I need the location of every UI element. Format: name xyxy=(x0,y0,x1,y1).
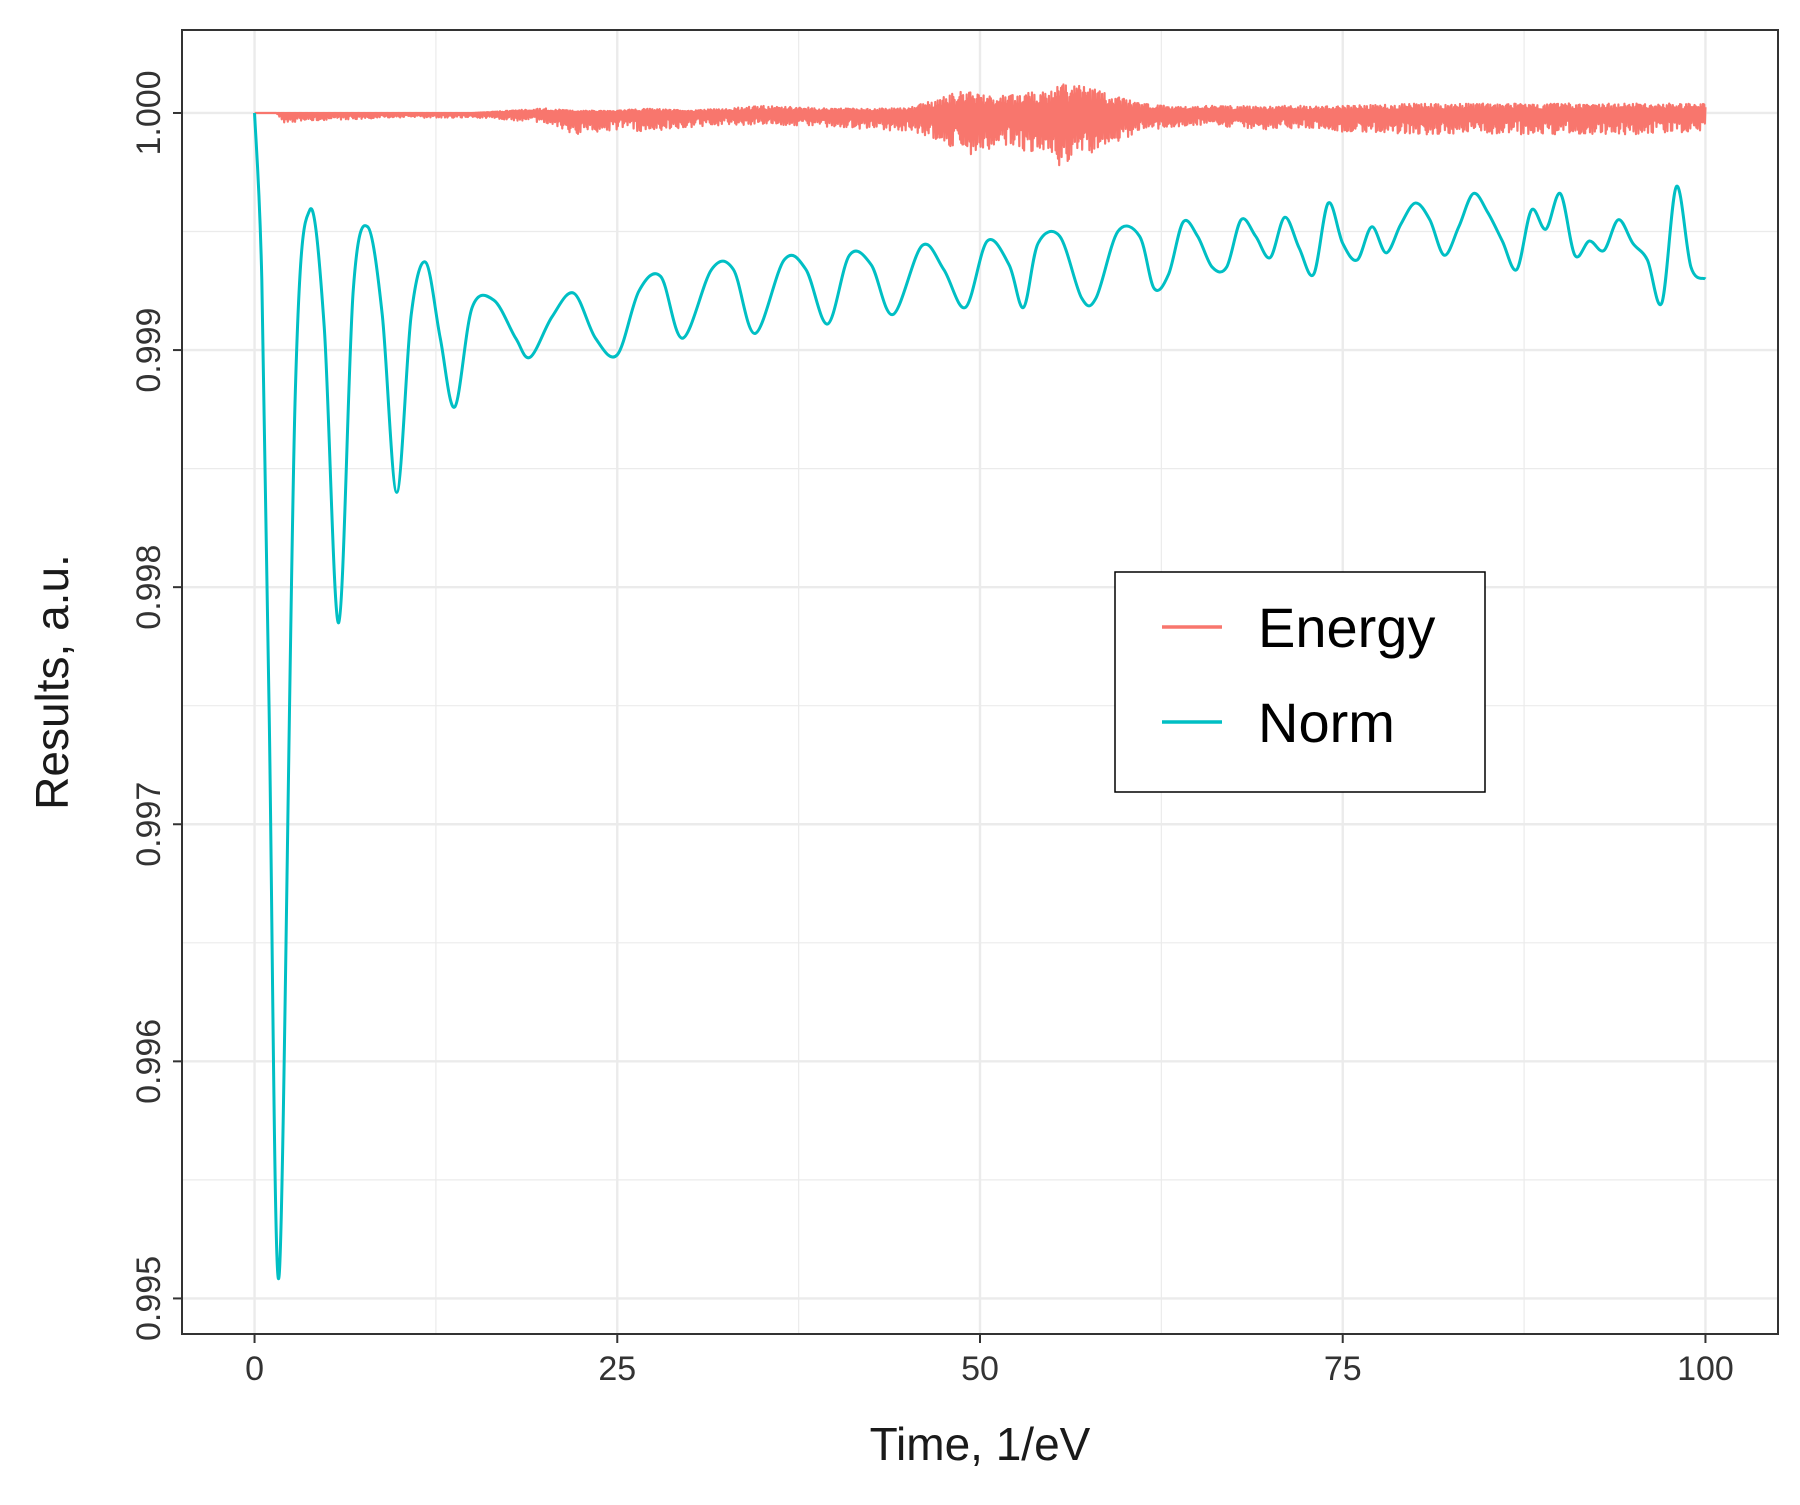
y-tick-label: 0.996 xyxy=(130,1019,168,1104)
x-tick-label: 100 xyxy=(1677,1350,1734,1388)
legend-box xyxy=(1114,571,1486,793)
legend-label-norm: Norm xyxy=(1258,691,1395,754)
series-lines xyxy=(253,83,1707,1280)
x-tick-label: 75 xyxy=(1324,1350,1362,1388)
y-tick-label: 1.000 xyxy=(130,70,168,155)
x-tick-label: 50 xyxy=(961,1350,999,1388)
y-tick-label: 0.999 xyxy=(130,308,168,393)
x-tick-label: 0 xyxy=(245,1350,264,1388)
legend: Energy Norm xyxy=(1114,571,1486,793)
y-tick-label: 0.995 xyxy=(130,1256,168,1341)
series-line-energy xyxy=(254,83,1707,167)
y-tick-label: 0.998 xyxy=(130,545,168,630)
x-axis-title: Time, 1/eV xyxy=(870,1418,1091,1470)
y-tick-label: 0.997 xyxy=(130,782,168,867)
series-line-norm xyxy=(253,112,1707,1280)
grid-lines xyxy=(182,30,1778,1334)
legend-label-energy: Energy xyxy=(1258,596,1435,659)
axes: 0 25 50 75 100 0.995 0.996 0.997 0.998 0.999 1.000 xyxy=(130,70,1734,1388)
y-axis-title: Results, a.u. xyxy=(26,554,78,810)
x-tick-label: 25 xyxy=(598,1350,636,1388)
